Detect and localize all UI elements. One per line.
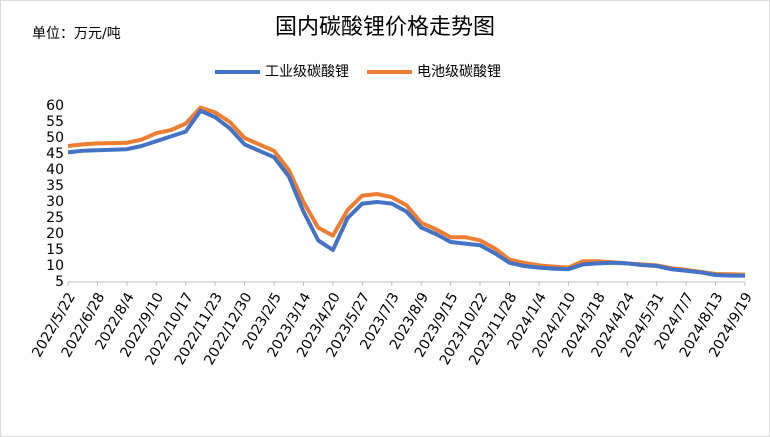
y-tick-label: 35 [46, 178, 64, 194]
y-tick-label: 30 [46, 194, 64, 210]
unit-label: 单位：万元/吨 [32, 26, 121, 42]
legend-label: 电池级碳酸锂 [417, 64, 501, 80]
y-tick-label: 45 [46, 146, 64, 162]
y-tick-label: 25 [46, 210, 64, 226]
y-tick-label: 60 [46, 98, 64, 114]
y-tick-label: 10 [46, 258, 64, 274]
y-tick-label: 15 [46, 242, 64, 258]
y-tick-label: 5 [55, 274, 64, 290]
chart-title: 国内碳酸锂价格走势图 [275, 15, 495, 40]
y-tick-label: 20 [46, 226, 64, 242]
legend-label: 工业级碳酸锂 [265, 64, 349, 80]
y-tick-label: 40 [46, 162, 64, 178]
y-tick-label: 55 [46, 114, 64, 130]
y-tick-label: 50 [46, 130, 64, 146]
series-line [67, 108, 745, 278]
